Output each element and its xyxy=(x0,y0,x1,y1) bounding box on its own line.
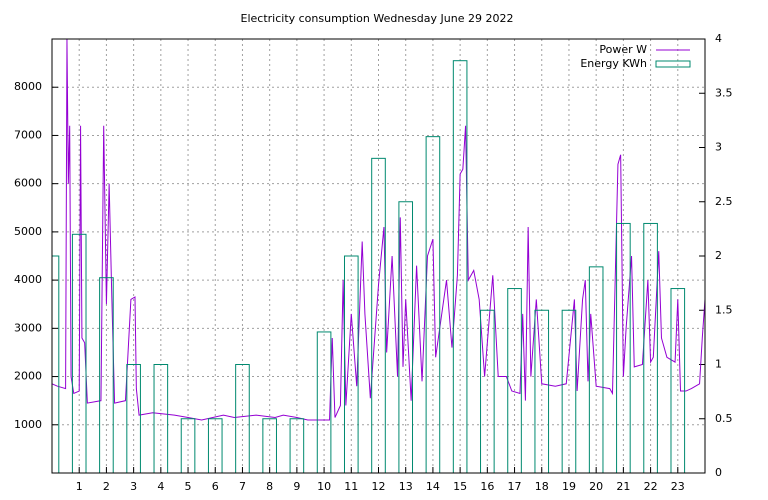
x-tick-label: 12 xyxy=(372,480,386,493)
legend-label: Energy KWh xyxy=(580,57,647,70)
energy-box xyxy=(343,255,359,473)
x-tick-label: 11 xyxy=(344,480,358,493)
y-tick-label: 7000 xyxy=(14,128,42,141)
power-line xyxy=(52,39,705,421)
energy-box xyxy=(71,233,87,473)
energy-box xyxy=(480,309,495,473)
energy-box xyxy=(289,418,305,473)
y-tick-label: 5000 xyxy=(14,225,42,238)
energy-box xyxy=(180,418,196,473)
x-tick-label: 17 xyxy=(508,480,522,493)
chart-title: Electricity consumption Wednesday June 2… xyxy=(241,12,514,25)
energy-box xyxy=(262,418,277,473)
legend-label: Power W xyxy=(599,43,647,56)
y2-tick-label: 2 xyxy=(715,249,722,262)
x-tick-label: 23 xyxy=(671,480,685,493)
x-tick-label: 15 xyxy=(453,480,467,493)
energy-box xyxy=(425,136,441,473)
x-tick-label: 8 xyxy=(266,480,273,493)
y-tick-label: 1000 xyxy=(14,418,42,431)
x-tick-label: 5 xyxy=(185,480,192,493)
y2-tick-label: 1 xyxy=(715,358,722,371)
y-tick-label: 8000 xyxy=(14,80,42,93)
x-tick-label: 10 xyxy=(317,480,331,493)
x-tick-label: 22 xyxy=(644,480,658,493)
y-tick-label: 2000 xyxy=(14,370,42,383)
energy-box xyxy=(398,201,414,473)
energy-box xyxy=(643,222,658,473)
plot-area xyxy=(52,39,705,473)
y-tick-label: 3000 xyxy=(14,321,42,334)
energy-box xyxy=(561,309,577,473)
x-tick-label: 16 xyxy=(480,480,494,493)
x-tick-label: 3 xyxy=(130,480,137,493)
x-tick-label: 2 xyxy=(103,480,110,493)
y-tick-label: 6000 xyxy=(14,177,42,190)
y2-tick-label: 3 xyxy=(715,141,722,154)
energy-box xyxy=(588,266,604,473)
energy-box xyxy=(235,364,250,473)
y2-tick-label: 4 xyxy=(715,32,722,45)
legend-swatch xyxy=(655,60,691,68)
x-tick-label: 6 xyxy=(212,480,219,493)
x-tick-label: 9 xyxy=(293,480,300,493)
energy-box xyxy=(153,364,169,473)
x-tick-label: 13 xyxy=(399,480,413,493)
x-tick-label: 4 xyxy=(157,480,164,493)
y2-tick-label: 3.5 xyxy=(715,86,733,99)
y-tick-label: 4000 xyxy=(14,273,42,286)
plot-frame xyxy=(51,38,706,474)
x-tick-label: 1 xyxy=(76,480,83,493)
energy-box xyxy=(207,418,223,473)
energy-box xyxy=(534,309,550,473)
energy-box xyxy=(316,331,332,473)
y2-tick-label: 0.5 xyxy=(715,412,733,425)
y2-tick-label: 0 xyxy=(715,466,722,479)
x-tick-label: 7 xyxy=(239,480,246,493)
x-tick-label: 20 xyxy=(589,480,603,493)
energy-box xyxy=(126,364,141,473)
x-tick-label: 18 xyxy=(535,480,549,493)
y2-tick-label: 1.5 xyxy=(715,303,733,316)
energy-box xyxy=(616,222,631,473)
energy-box xyxy=(452,60,468,473)
x-tick-label: 14 xyxy=(426,480,440,493)
x-tick-label: 19 xyxy=(562,480,576,493)
y2-tick-label: 2.5 xyxy=(715,195,733,208)
x-tick-label: 21 xyxy=(616,480,630,493)
energy-box xyxy=(371,157,386,473)
energy-box xyxy=(99,277,114,473)
